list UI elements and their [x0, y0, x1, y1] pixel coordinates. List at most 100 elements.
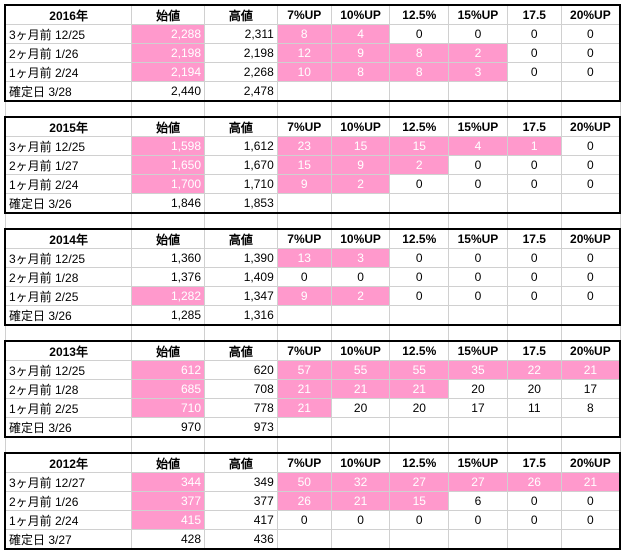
data-cell: 0: [507, 156, 561, 175]
data-cell: [390, 194, 449, 214]
data-cell: 21: [277, 399, 331, 418]
col-header: 15%UP: [449, 229, 508, 249]
col-header: 12.5%: [390, 453, 449, 473]
data-cell: 21: [561, 473, 620, 492]
col-header: 始値: [132, 117, 205, 137]
year-label: 2014年: [5, 229, 132, 249]
data-cell: [449, 306, 508, 326]
row-label: 3ヶ月前 12/27: [5, 473, 132, 492]
row-label: 1ヶ月前 2/25: [5, 399, 132, 418]
data-cell: [331, 194, 390, 214]
data-cell: 778: [205, 399, 278, 418]
table-row: 3ヶ月前 12/252,2882,311840000: [5, 25, 620, 44]
row-label: 3ヶ月前 12/25: [5, 25, 132, 44]
col-header: 始値: [132, 229, 205, 249]
data-cell: [507, 530, 561, 550]
row-label: 確定日 3/26: [5, 418, 132, 438]
data-cell: 2: [390, 156, 449, 175]
gap-cell: [331, 213, 390, 229]
data-cell: 0: [390, 249, 449, 268]
gap-cell: [390, 437, 449, 453]
data-cell: 12: [277, 44, 331, 63]
gap-cell: [561, 101, 620, 117]
data-cell: 2,194: [132, 63, 205, 82]
data-cell: 0: [507, 511, 561, 530]
gap-cell: [277, 213, 331, 229]
data-cell: 20: [507, 380, 561, 399]
data-cell: 15: [331, 137, 390, 156]
data-cell: 8: [331, 63, 390, 82]
year-header-row: 2013年始値高値7%UP10%UP12.5%15%UP17.520%UP: [5, 341, 620, 361]
data-cell: 2,288: [132, 25, 205, 44]
table-row: 2ヶ月前 1/26377377262115600: [5, 492, 620, 511]
col-header: 15%UP: [449, 5, 508, 25]
data-cell: 1,390: [205, 249, 278, 268]
table-row: 確定日 3/261,8461,853: [5, 194, 620, 214]
col-header: 12.5%: [390, 117, 449, 137]
data-cell: 8: [561, 399, 620, 418]
gap-cell: [5, 101, 132, 117]
data-cell: [277, 418, 331, 438]
col-header: 17.5: [507, 5, 561, 25]
data-cell: 15: [277, 156, 331, 175]
col-header: 高値: [205, 117, 278, 137]
data-cell: [331, 306, 390, 326]
year-label: 2016年: [5, 5, 132, 25]
data-cell: 9: [331, 156, 390, 175]
data-cell: 0: [561, 175, 620, 194]
data-cell: 0: [507, 492, 561, 511]
col-header: 12.5%: [390, 5, 449, 25]
data-cell: 17: [561, 380, 620, 399]
data-cell: 2: [449, 44, 508, 63]
table-row: 2ヶ月前 1/281,3761,409000000: [5, 268, 620, 287]
data-cell: [331, 82, 390, 102]
data-cell: 26: [507, 473, 561, 492]
table-row: 2ヶ月前 1/28685708212121202017: [5, 380, 620, 399]
row-label: 確定日 3/27: [5, 530, 132, 550]
table-row: 3ヶ月前 12/251,3601,3901330000: [5, 249, 620, 268]
gap-cell: [205, 101, 278, 117]
data-cell: 1,598: [132, 137, 205, 156]
data-cell: 710: [132, 399, 205, 418]
table-row: 1ヶ月前 2/251,2821,347920000: [5, 287, 620, 306]
gap-row: [5, 325, 620, 341]
data-cell: 27: [390, 473, 449, 492]
table-row: 1ヶ月前 2/24415417000000: [5, 511, 620, 530]
gap-cell: [390, 213, 449, 229]
gap-cell: [507, 437, 561, 453]
data-cell: [449, 418, 508, 438]
data-cell: 612: [132, 361, 205, 380]
col-header: 7%UP: [277, 5, 331, 25]
row-label: 2ヶ月前 1/26: [5, 44, 132, 63]
table-row: 1ヶ月前 2/242,1942,2681088300: [5, 63, 620, 82]
data-cell: 0: [507, 63, 561, 82]
data-cell: 4: [331, 25, 390, 44]
data-cell: 32: [331, 473, 390, 492]
col-header: 高値: [205, 229, 278, 249]
data-cell: 0: [561, 249, 620, 268]
row-label: 1ヶ月前 2/24: [5, 63, 132, 82]
col-header: 17.5: [507, 117, 561, 137]
data-cell: 21: [331, 492, 390, 511]
data-cell: [507, 418, 561, 438]
col-header: 7%UP: [277, 341, 331, 361]
data-cell: [331, 530, 390, 550]
data-cell: 1,316: [205, 306, 278, 326]
data-cell: 415: [132, 511, 205, 530]
row-label: 確定日 3/26: [5, 194, 132, 214]
data-cell: 2,311: [205, 25, 278, 44]
year-header-row: 2015年始値高値7%UP10%UP12.5%15%UP17.520%UP: [5, 117, 620, 137]
data-cell: 35: [449, 361, 508, 380]
data-cell: [561, 418, 620, 438]
data-cell: 10: [277, 63, 331, 82]
spreadsheet-sheet: 2016年始値高値7%UP10%UP12.5%15%UP17.520%UP3ヶ月…: [4, 4, 621, 550]
data-cell: 1,285: [132, 306, 205, 326]
data-cell: 2,440: [132, 82, 205, 102]
gap-cell: [205, 437, 278, 453]
data-cell: 0: [449, 25, 508, 44]
table-row: 3ヶ月前 12/25612620575555352221: [5, 361, 620, 380]
data-cell: 0: [561, 492, 620, 511]
data-cell: 0: [449, 156, 508, 175]
col-header: 10%UP: [331, 341, 390, 361]
gap-cell: [561, 325, 620, 341]
